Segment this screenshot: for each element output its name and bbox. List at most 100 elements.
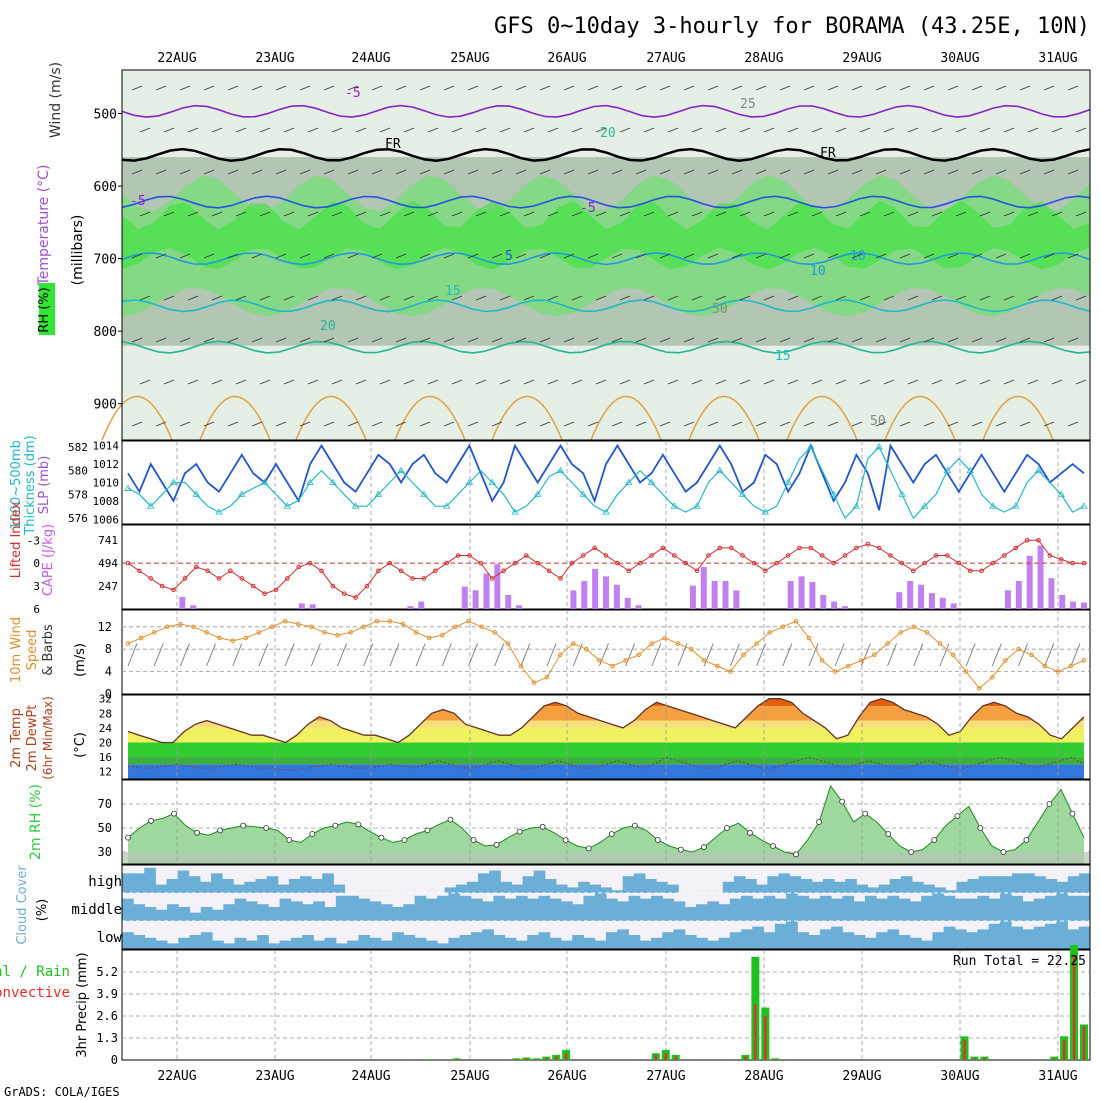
wind-point-36 — [597, 658, 602, 663]
wind-barb-40 — [651, 643, 662, 667]
upper-mb-label: (millibars) — [70, 215, 86, 286]
barb-2-38 — [1043, 169, 1055, 175]
cloud-middle-9 — [223, 904, 236, 921]
barb-5-22 — [667, 295, 679, 301]
barb-1-39 — [1075, 127, 1087, 133]
thickness-marker-34 — [511, 508, 519, 515]
cloud-low-4 — [167, 943, 179, 949]
barb-1-12 — [427, 127, 439, 133]
barb-5-12 — [427, 295, 439, 301]
barb-6-26 — [755, 337, 767, 343]
cloud-high-75 — [956, 881, 969, 893]
bottom-date-label-9: 31AUG — [1038, 1069, 1077, 1084]
cloud-high-10 — [233, 884, 245, 893]
cloud-high-47 — [644, 879, 657, 893]
thickness-marker-6 — [192, 490, 200, 497]
warm-contour-2 — [295, 395, 367, 441]
barb-5-1 — [163, 295, 175, 301]
barb-3-39 — [1075, 211, 1087, 217]
cape-tick-2: 741 — [98, 534, 118, 547]
thickness-marker-60 — [807, 443, 815, 450]
wind-barb-60 — [913, 643, 924, 667]
cloud-low-80 — [1022, 929, 1035, 949]
barb-5-2 — [187, 295, 199, 301]
rh-point-18 — [332, 822, 339, 829]
barb-8-19 — [587, 421, 599, 427]
precip-conv-bar-94 — [1062, 1039, 1066, 1060]
barb-1-6 — [283, 127, 295, 133]
cloud-high-58 — [767, 876, 779, 893]
cloud-high-2 — [144, 867, 156, 893]
cloud-middle-27 — [425, 898, 438, 921]
cloud-middle-58 — [774, 898, 787, 921]
temp-tick-1: 16 — [99, 751, 112, 764]
precip-conv-bar-84 — [963, 1039, 966, 1060]
barb-7-22 — [667, 379, 679, 385]
barb-3-17 — [547, 211, 559, 217]
isotherm-2 — [121, 195, 1091, 209]
rh-tick-2: 70 — [98, 797, 112, 811]
barb-8-1 — [155, 421, 167, 427]
cloud-high-11 — [244, 881, 257, 893]
cloud-low-52 — [707, 940, 720, 949]
cloud-high-29 — [444, 887, 457, 893]
wind-point-2 — [151, 630, 157, 635]
li-point-38 — [558, 576, 563, 581]
barb-5-39 — [1075, 295, 1087, 301]
thickness-marker-70 — [920, 502, 929, 509]
cloud-middle-38 — [549, 898, 562, 921]
thickness-marker-82 — [1057, 490, 1065, 497]
cloud-high-68 — [878, 884, 891, 893]
barb-1-32 — [907, 127, 919, 133]
barb-3-13 — [451, 211, 463, 217]
barb-1-13 — [451, 127, 463, 133]
wind-label-c: & Barbs — [41, 624, 56, 676]
barb-8-28 — [803, 421, 815, 427]
barb-5-29 — [835, 295, 847, 301]
bottom-date-label-1: 23AUG — [255, 1069, 294, 1084]
barb-6-19 — [587, 337, 599, 343]
wind-point-40 — [649, 641, 655, 646]
li-point-51 — [706, 553, 711, 558]
cape-bar-5 — [179, 596, 186, 609]
cloud-middle-11 — [245, 901, 258, 921]
cloud-low-44 — [617, 929, 630, 949]
wind-point-4 — [178, 621, 183, 627]
cloud-middle-77 — [988, 898, 1001, 921]
barb-1-22 — [667, 127, 679, 133]
cloud-middle-51 — [696, 904, 708, 921]
li-point-68 — [899, 560, 905, 566]
barb-8-37 — [1019, 421, 1031, 427]
cloud-high-72 — [923, 884, 935, 893]
li-point-79 — [1024, 537, 1030, 543]
wind-point-72 — [1068, 663, 1074, 669]
barb-4-13 — [443, 253, 455, 259]
barb-0-24 — [707, 85, 719, 91]
precip-tick-3: 3.9 — [96, 987, 118, 1001]
temp-tick-2: 20 — [99, 736, 112, 749]
li-point-83 — [1070, 560, 1075, 566]
wind-barb-70 — [1044, 643, 1055, 667]
precip-total-bar-85 — [970, 1056, 979, 1060]
barb-1-9 — [355, 127, 367, 133]
precip-conv-bar-85 — [973, 1058, 976, 1060]
wind-barb-36 — [599, 643, 609, 667]
barb-8-30 — [851, 421, 863, 427]
barb-5-23 — [691, 295, 703, 301]
barb-8-18 — [563, 421, 575, 427]
cloud-middle-71 — [921, 895, 933, 921]
wind-point-62 — [937, 641, 943, 646]
barb-6-25 — [731, 337, 743, 343]
wind-point-48 — [754, 641, 759, 646]
barb-3-35 — [979, 211, 991, 217]
cloud-high-16 — [300, 876, 312, 893]
barb-3-38 — [1051, 211, 1063, 217]
slp-tick-3: 1012 — [93, 458, 120, 471]
cloud-low-82 — [1044, 923, 1057, 949]
cape-bar-47 — [635, 605, 642, 609]
cloud-middle-75 — [966, 898, 978, 921]
cloud-high-14 — [277, 884, 290, 893]
wind-point-31 — [531, 680, 537, 686]
barb-0-1 — [155, 85, 167, 91]
li-point-19 — [341, 591, 347, 597]
